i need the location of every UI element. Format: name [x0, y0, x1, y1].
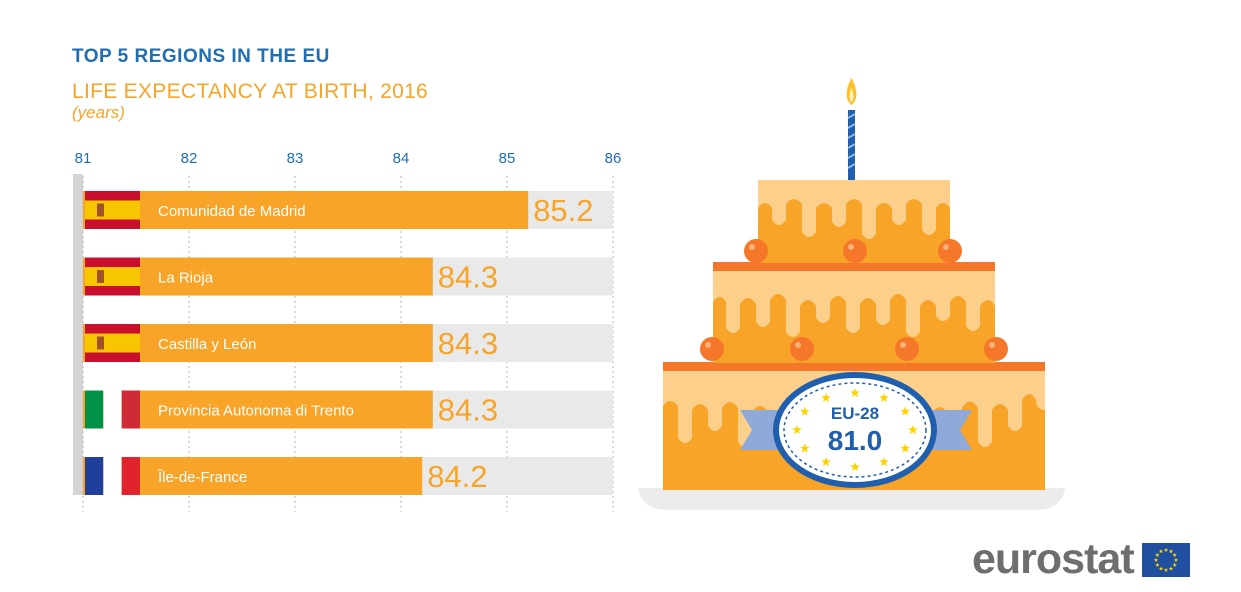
x-tick-label: 85 [499, 150, 516, 167]
bar-value-label: 84.3 [438, 326, 498, 361]
bar-category-label: Comunidad de Madrid [158, 203, 306, 220]
flag-emblem [97, 270, 104, 283]
eu-stars-icon [792, 388, 918, 472]
star-icon [1163, 567, 1168, 572]
star-icon [850, 462, 860, 472]
logo-text: eurostat [972, 535, 1135, 583]
bar [83, 257, 433, 296]
cake-plate [638, 488, 1065, 510]
unit-label: (years) [72, 103, 125, 122]
star-icon [1168, 565, 1173, 571]
flag-stripe [85, 390, 104, 429]
eu28-value: 81.0 [828, 425, 883, 456]
axis-baseline [73, 174, 83, 495]
flag-stripe [121, 457, 140, 495]
bar [83, 390, 433, 429]
bar-category-label: Provincia Autonoma di Trento [158, 403, 354, 420]
star-icon [800, 406, 810, 416]
star-icon [900, 406, 910, 416]
bar-category-label: La Rioja [158, 270, 214, 287]
star-icon [821, 457, 831, 467]
star-icon [1154, 562, 1160, 567]
flag-es-icon [85, 191, 140, 229]
bar-value-label: 84.2 [427, 459, 487, 494]
flag-stripe [85, 333, 140, 353]
cake-tier-middle [713, 262, 995, 363]
x-tick-label: 86 [605, 150, 622, 167]
star-icon [800, 443, 810, 453]
eu28-badge: EU-28 81.0 [773, 372, 937, 488]
flag-stripe [103, 457, 122, 495]
star-icon [1158, 548, 1163, 553]
star-icon [1158, 565, 1163, 571]
bar-category-label: Île-de-France [157, 469, 247, 486]
x-tick-label: 81 [75, 150, 92, 167]
flag-it-icon [85, 390, 140, 429]
bar [83, 191, 529, 229]
cherry-decorations [700, 239, 1008, 361]
star-icon [821, 392, 831, 402]
star-icon [1172, 562, 1177, 567]
star-icon [900, 443, 910, 453]
star-icon [792, 425, 802, 435]
star-icon [1168, 548, 1173, 553]
flag-emblem [97, 336, 104, 350]
star-icon [879, 392, 889, 402]
bar-chart: 81 82 83 84 85 86 Comunidad de Madrid 85.2 La Ri… [73, 150, 622, 512]
bar-value-label: 85.2 [533, 193, 593, 228]
eu-flag-icon [1141, 542, 1190, 577]
star-icon [1153, 557, 1158, 562]
x-tick-label: 82 [181, 150, 198, 167]
bar-value-label: 84.3 [438, 260, 498, 295]
star-icon [879, 457, 889, 467]
eu28-label: EU-28 [831, 404, 879, 423]
star-icon [850, 388, 860, 398]
flag-stripe [103, 390, 122, 429]
bar-category-label: Castilla y León [158, 336, 256, 353]
star-icon [1154, 552, 1160, 557]
eurostat-logo: eurostat [972, 538, 1190, 581]
star-icon [1173, 557, 1178, 562]
flag-emblem [97, 203, 104, 217]
star-icon [1163, 547, 1168, 552]
bar [83, 324, 433, 362]
flag-stripe [85, 457, 104, 495]
flag-es-icon [85, 257, 140, 296]
star-icon [1172, 552, 1177, 557]
star-icon [908, 425, 918, 435]
flag-fr-icon [85, 457, 140, 495]
flag-stripe [85, 200, 140, 220]
x-tick-label: 84 [393, 150, 410, 167]
chart-subtitle: LIFE EXPECTANCY AT BIRTH, 2016 [72, 80, 429, 103]
candle [846, 78, 857, 181]
flag-stripe [121, 390, 140, 429]
x-tick-label: 83 [287, 150, 304, 167]
bar-value-label: 84.3 [438, 393, 498, 428]
cake-tier-top [758, 180, 950, 263]
chart-title: TOP 5 REGIONS IN THE EU [72, 46, 330, 67]
birthday-cake-illustration: EU-28 81.0 [638, 78, 1065, 510]
flag-stripe [85, 267, 140, 286]
flag-es-icon [85, 324, 140, 362]
